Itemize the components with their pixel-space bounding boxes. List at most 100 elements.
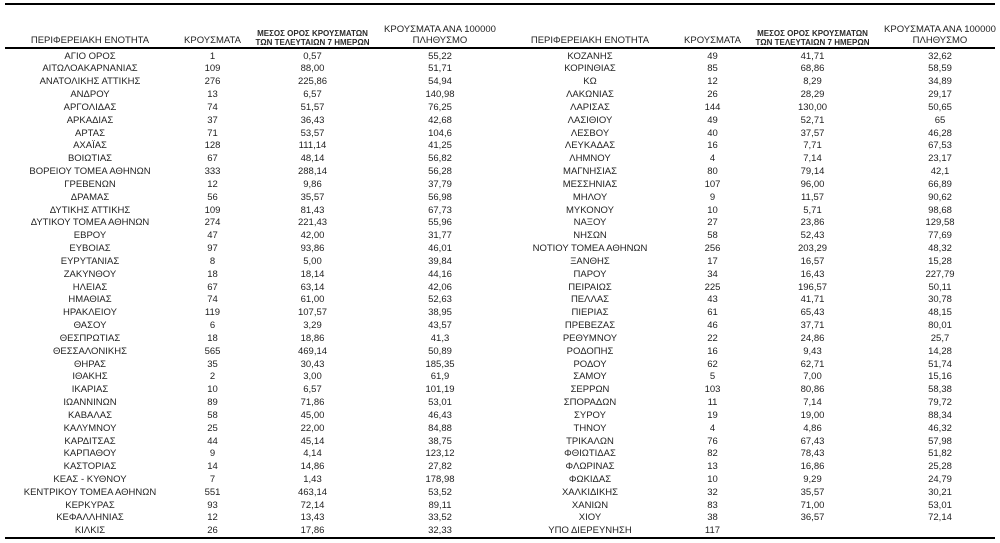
cases-cell: 82 — [707, 448, 718, 460]
cases-cell: 8 — [209, 255, 216, 267]
avg7-cell: 6,57 — [303, 384, 322, 396]
avg7-cell: 5,71 — [803, 204, 822, 216]
per100k-header-line2: ΠΛΗΘΥΣΜΟ — [912, 35, 968, 47]
cases-cell: 97 — [207, 243, 218, 255]
per100k-cell: 39,84 — [428, 255, 452, 267]
table-row: ΙΩΑΝΝΙΝΩΝ 89 71,86 53,01 — [0, 396, 500, 409]
cases-cell: 76 — [707, 435, 718, 447]
region-cell: ΑΡΤΑΣ — [75, 127, 105, 139]
table-row: ΓΡΕΒΕΝΩΝ 12 9,86 37,79 — [0, 178, 500, 191]
table-row: ΑΧΑΪΑΣ 128 111,14 41,25 — [0, 140, 500, 153]
region-cell: ΧΑΝΙΩΝ — [571, 499, 609, 511]
table-row: ΘΕΣΣΑΛΟΝΙΚΗΣ 565 469,14 50,89 — [0, 345, 500, 358]
per100k-cell: 37,79 — [428, 178, 452, 190]
per100k-cell: 129,58 — [925, 217, 955, 229]
avg7-cell: 196,57 — [797, 281, 828, 293]
table-row: ΧΑΛΚΙΔΙΚΗΣ 32 35,57 30,21 — [500, 486, 1000, 499]
table-row: ΕΥΡΥΤΑΝΙΑΣ 8 5,00 39,84 — [0, 255, 500, 268]
region-cell: ΛΕΥΚΑΔΑΣ — [564, 140, 616, 152]
avg7-header-line2: ΤΩΝ ΤΕΛΕΥΤΑΙΩΝ 7 ΗΜΕΡΩΝ — [755, 37, 870, 47]
cases-cell: 49 — [707, 114, 718, 126]
per100k-cell: 23,17 — [928, 153, 952, 165]
table-row: ΛΕΣΒΟΥ 40 37,57 46,28 — [500, 127, 1000, 140]
avg7-cell: 41,71 — [800, 50, 825, 62]
per100k-cell: 80,01 — [928, 320, 952, 332]
per100k-cell: 58,38 — [928, 384, 952, 396]
cases-cell: 7 — [209, 473, 216, 485]
table-row: ΤΡΙΚΑΛΩΝ 76 67,43 57,98 — [500, 435, 1000, 448]
table-row: ΛΑΡΙΣΑΣ 144 130,00 50,65 — [500, 101, 1000, 114]
table-row: ΚΕΡΚΥΡΑΣ 93 72,14 89,11 — [0, 499, 500, 512]
table-row: ΗΛΕΙΑΣ 67 63,14 42,06 — [0, 281, 500, 294]
per100k-cell: 24,79 — [928, 473, 952, 485]
per100k-cell: 31,77 — [428, 230, 452, 242]
avg7-cell: 7,00 — [803, 371, 822, 383]
table-row: ΣΕΡΡΩΝ 103 80,86 58,38 — [500, 384, 1000, 397]
avg7-column-header: ΜΕΣΟΣ ΟΡΟΣ ΚΡΟΥΣΜΑΤΩΝ ΤΩΝ ΤΕΛΕΥΤΑΙΩΝ 7 Η… — [745, 5, 880, 50]
per100k-cell: 32,33 — [428, 525, 452, 537]
per100k-cell: 15,16 — [928, 371, 952, 383]
cases-cell: 333 — [204, 166, 221, 178]
per100k-cell: 32,62 — [928, 50, 952, 62]
avg7-cell: 48,14 — [300, 153, 325, 165]
avg7-cell: 13,43 — [300, 512, 325, 524]
cases-cell: 67 — [207, 281, 218, 293]
avg7-cell: 203,29 — [797, 243, 828, 255]
table-row: ΚΑΡΠΑΘΟΥ 9 4,14 123,12 — [0, 448, 500, 461]
cases-cell: 565 — [204, 345, 221, 357]
region-cell: ΧΑΛΚΙΔΙΚΗΣ — [561, 486, 619, 498]
avg7-cell: 41,71 — [800, 294, 825, 306]
per100k-cell: 46,43 — [428, 409, 452, 421]
per100k-header-line1: ΚΡΟΥΣΜΑΤΑ ΑΝΑ 100000 — [384, 24, 496, 36]
cases-cell: 43 — [707, 294, 718, 306]
cases-cell: 17 — [707, 255, 718, 267]
per100k-cell: 46,01 — [428, 243, 452, 255]
per100k-cell: 88,34 — [928, 409, 952, 421]
per100k-cell: 25,28 — [928, 461, 952, 473]
per100k-cell: 227,79 — [925, 268, 955, 280]
table-row: ΘΕΣΠΡΩΤΙΑΣ 18 18,86 41,3 — [0, 332, 500, 345]
region-cell: ΚΑΡΠΑΘΟΥ — [63, 448, 117, 460]
region-cell: ΔΥΤΙΚΗΣ ΑΤΤΙΚΗΣ — [49, 204, 131, 216]
per100k-cell: 43,57 — [428, 320, 452, 332]
avg7-cell: 79,14 — [800, 166, 825, 178]
region-cell: ΚΑΒΑΛΑΣ — [68, 409, 112, 421]
per100k-cell: 55,22 — [428, 50, 452, 62]
per100k-cell: 90,62 — [928, 191, 952, 203]
table-row: ΑΓΙΟ ΟΡΟΣ 1 0,57 55,22 — [0, 50, 500, 63]
table-row: ΜΥΚΟΝΟΥ 10 5,71 98,68 — [500, 204, 1000, 217]
per100k-cell: 48,15 — [928, 307, 952, 319]
region-cell: ΦΩΚΙΔΑΣ — [568, 473, 612, 485]
avg7-cell: 9,86 — [303, 178, 322, 190]
table-row: ΘΑΣΟΥ 6 3,29 43,57 — [0, 319, 500, 332]
avg7-cell: 288,14 — [297, 166, 328, 178]
region-cell: ΣΑΜΟΥ — [573, 371, 607, 383]
cases-cell: 74 — [207, 101, 218, 113]
per100k-cell: 61,9 — [430, 371, 450, 383]
region-cell: ΘΕΣΠΡΩΤΙΑΣ — [59, 332, 121, 344]
cases-cell: 61 — [707, 307, 718, 319]
per100k-cell: 77,69 — [928, 230, 952, 242]
cases-cell: 26 — [207, 525, 218, 537]
avg7-cell: 45,00 — [300, 409, 325, 421]
region-cell: ΚΙΛΚΙΣ — [74, 525, 106, 537]
table-row: ΞΑΝΘΗΣ 17 16,57 15,28 — [500, 255, 1000, 268]
table-row: ΤΗΝΟΥ 4 4,86 46,32 — [500, 422, 1000, 435]
table-row: ΦΩΚΙΔΑΣ 10 9,29 24,79 — [500, 473, 1000, 486]
cases-cell: 2 — [209, 371, 216, 383]
per100k-cell: 67,53 — [928, 140, 952, 152]
cases-cell: 40 — [707, 127, 718, 139]
cases-cell: 103 — [704, 384, 721, 396]
avg7-cell — [745, 525, 880, 538]
cases-cell: 14 — [207, 461, 218, 473]
header-underline-rule — [5, 47, 995, 49]
avg7-cell: 23,86 — [800, 217, 825, 229]
cases-cell: 13 — [207, 89, 218, 101]
avg7-cell: 67,43 — [800, 435, 825, 447]
region-cell: ΘΑΣΟΥ — [73, 320, 107, 332]
cases-cell: 19 — [707, 409, 718, 421]
table-row: ΡΕΘΥΜΝΟΥ 22 24,86 25,7 — [500, 332, 1000, 345]
avg7-cell: 9,43 — [803, 345, 822, 357]
avg7-cell: 16,43 — [800, 268, 825, 280]
per100k-cell: 30,21 — [928, 486, 952, 498]
